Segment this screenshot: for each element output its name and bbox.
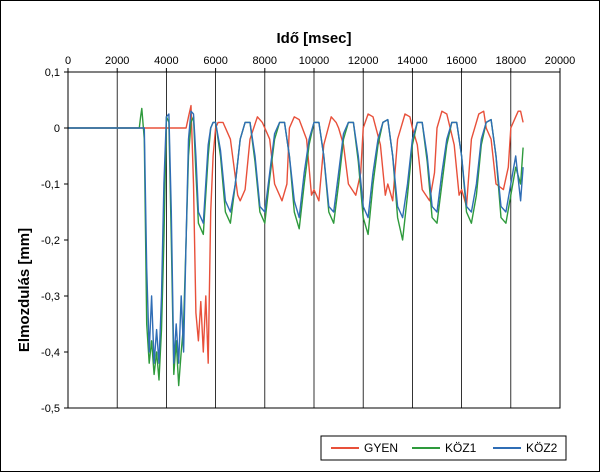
x-tick-label: 0 [65,55,71,67]
x-tick-label: 14000 [397,55,428,67]
x-tick-label: 16000 [446,55,477,67]
series-line-gyen [68,104,524,364]
y-tick-label: -0,4 [41,347,60,359]
legend-label: KÖZ1 [445,441,477,455]
series-line-köz2 [68,110,524,364]
y-axis-title: Elmozdulás [mm] [16,228,33,352]
x-tick-label: 10000 [299,55,330,67]
x-tick-label: 8000 [253,55,277,67]
x-axis: 0 2000 4000 6000 8000 10000 12000 14000 16000 180… [65,55,575,72]
y-tick-label: -0,1 [41,179,60,191]
legend-label: KÖZ2 [526,441,558,455]
legend-box [320,435,567,461]
x-tick-label: 12000 [348,55,379,67]
series-lines [68,104,524,387]
legend-label: GYEN [364,441,398,455]
y-tick-label: 0,1 [45,67,60,79]
y-tick-label: -0,3 [41,291,60,303]
legend: GYEN KÖZ1 KÖZ2 [320,435,567,461]
x-tick-label: 18000 [496,55,527,67]
x-axis-title: Idő [msec] [276,30,351,47]
x-tick-label: 20000 [545,55,576,67]
x-tick-label: 4000 [154,55,178,67]
y-axis: 0,1 0 -0,1 -0,2 -0,3 -0,4 -0,5 [41,67,68,415]
y-tick-label: -0,5 [41,403,60,415]
y-tick-label: -0,2 [41,235,60,247]
x-tick-label: 2000 [105,55,129,67]
x-tick-label: 6000 [203,55,227,67]
y-tick-label: 0 [54,123,60,135]
